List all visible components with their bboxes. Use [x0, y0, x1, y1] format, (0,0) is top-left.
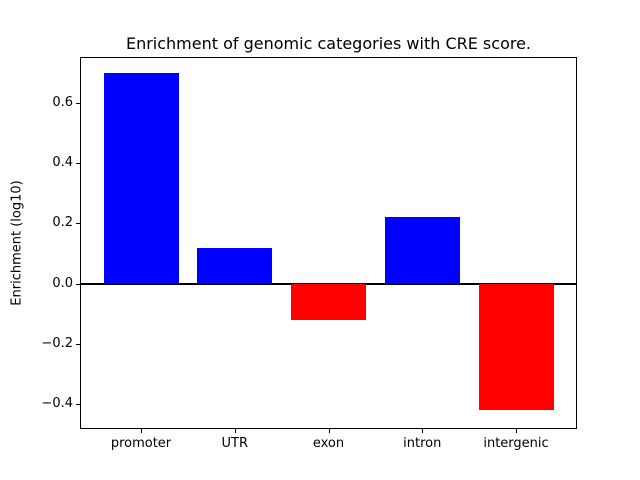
- y-tick-label: 0.2: [52, 215, 73, 231]
- y-tick-label: 0.0: [52, 275, 73, 291]
- y-tick-label: 0.4: [52, 155, 73, 171]
- y-tick-label: −0.4: [41, 395, 73, 411]
- y-tick-label: −0.2: [41, 335, 73, 351]
- x-tick-label-promoter: promoter: [110, 436, 172, 451]
- x-tick-mark-intergenic: [516, 428, 517, 433]
- x-tick-label-UTR: UTR: [221, 436, 249, 451]
- bar-intergenic: [478, 283, 554, 410]
- y-tick-mark: [76, 163, 81, 165]
- bar-exon: [291, 283, 366, 320]
- x-tick-label-exon: exon: [312, 436, 345, 451]
- x-tick-label-intergenic: intergenic: [483, 436, 549, 451]
- y-tick-mark: [76, 283, 81, 285]
- y-tick-label: 0.6: [52, 95, 73, 111]
- x-tick-label-intron: intron: [403, 436, 442, 451]
- x-tick-mark-exon: [328, 428, 330, 433]
- chart-title: Enrichment of genomic categories with CR…: [125, 34, 532, 53]
- y-tick-mark: [76, 223, 81, 225]
- x-tick-mark-promoter: [141, 428, 142, 433]
- bar-UTR: [197, 247, 273, 284]
- plot-area: [80, 57, 577, 429]
- x-tick-mark-UTR: [234, 428, 236, 433]
- y-tick-mark: [76, 103, 81, 105]
- x-tick-mark-intron: [422, 428, 424, 433]
- bar-intron: [384, 217, 460, 284]
- bar-promoter: [103, 73, 179, 284]
- y-tick-mark: [76, 343, 81, 345]
- y-tick-mark: [76, 403, 81, 405]
